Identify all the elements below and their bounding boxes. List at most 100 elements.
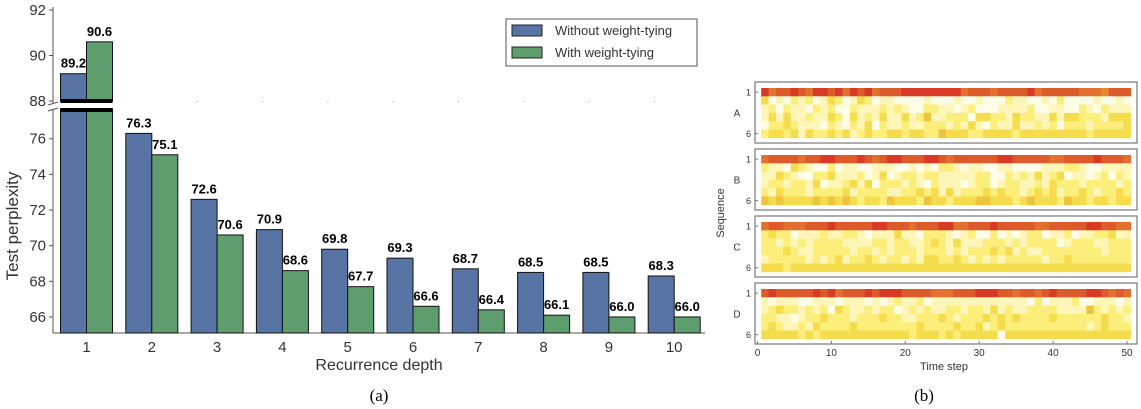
heatmap-panel-c: 1 6C <box>733 215 1138 278</box>
heatmap-cell <box>872 112 880 122</box>
heatmap-cell <box>835 188 843 197</box>
bar-lower-segment <box>86 108 113 334</box>
heatmap-cell <box>997 121 1006 130</box>
heatmap-cell <box>1012 246 1021 256</box>
heatmap-cell <box>1115 96 1124 105</box>
heatmap-cell <box>931 179 939 189</box>
heatmap-cell <box>990 289 999 298</box>
heatmap-cell <box>1071 289 1080 298</box>
heatmap-cell <box>997 313 1006 323</box>
heatmap-cell <box>1049 112 1058 122</box>
heatmap-cell <box>1056 112 1065 122</box>
heatmap-cell <box>1123 230 1132 239</box>
heatmap-cell <box>805 330 814 340</box>
heatmap-cell <box>886 129 895 139</box>
heatmap-cell <box>1086 238 1095 248</box>
heatmap-cell <box>960 255 969 264</box>
heatmap-cell <box>1086 121 1095 130</box>
heatmap-cell <box>968 322 976 331</box>
heatmap-cell <box>1042 171 1050 181</box>
heatmap-cell <box>1108 104 1117 114</box>
heatmap-cell <box>1108 297 1117 306</box>
heatmap-cell <box>1115 263 1124 273</box>
heatmap-cell <box>909 104 917 114</box>
heatmap-cell <box>820 305 829 315</box>
heatmap-cell <box>909 96 917 105</box>
heatmap-cell <box>1123 297 1132 306</box>
heatmap-cell <box>835 313 843 323</box>
heatmap-cell <box>1086 112 1095 122</box>
y-tick-label: 70 <box>29 238 46 255</box>
heatmap-cell <box>805 289 814 298</box>
heatmap-cell <box>798 155 806 164</box>
heatmap-cell <box>768 88 777 97</box>
heatmap-cell <box>894 155 903 164</box>
heatmap-cell <box>960 246 969 256</box>
panel-caption-a: (a) <box>370 386 389 405</box>
heatmap-cell <box>1019 238 1028 248</box>
heatmap-cell <box>864 330 873 340</box>
heatmap-cell <box>968 313 976 323</box>
heatmap-cell <box>1034 155 1043 164</box>
heatmap-cell <box>931 238 939 248</box>
x-tick-label: 5 <box>344 339 352 356</box>
heatmap-cell <box>923 179 932 189</box>
heatmap-cell <box>909 330 917 340</box>
heatmap-cell <box>768 171 777 181</box>
heatmap-panel-d: 1 6D <box>733 282 1138 345</box>
heatmap-cell <box>1005 289 1013 298</box>
heatmap-cell <box>761 188 769 197</box>
heatmap-cell <box>953 112 962 122</box>
heatmap-cell <box>931 322 939 331</box>
heatmap-cell <box>827 171 836 181</box>
heatmap-cell <box>1108 255 1117 264</box>
heatmap-cell <box>1005 196 1013 206</box>
heatmap-cell <box>886 255 895 264</box>
heatmap-cell <box>1049 255 1058 264</box>
heatmap-cell <box>945 238 954 248</box>
heatmap-cell <box>960 163 969 172</box>
heatmap-cell <box>960 112 969 122</box>
heatmap-cell <box>990 313 999 323</box>
heatmap-cell <box>879 263 888 273</box>
heatmap-cell <box>775 263 784 273</box>
heatmap-cell <box>1123 188 1132 197</box>
heatmap-cell <box>820 313 829 323</box>
heatmap-cell <box>1034 112 1043 122</box>
heatmap-cell <box>1071 330 1080 340</box>
bar <box>543 314 571 334</box>
heatmap-cell <box>1108 238 1117 248</box>
heatmap-cell <box>827 238 836 248</box>
heatmap-cell <box>835 96 843 105</box>
heatmap-cell <box>1049 263 1058 273</box>
heatmap-cell <box>923 297 932 306</box>
heatmap-cell <box>975 289 984 298</box>
heatmap-cell <box>990 188 999 197</box>
heatmap-cell <box>938 179 947 189</box>
heatmap-cell <box>916 196 925 206</box>
heatmap-cell <box>1042 222 1050 231</box>
bar <box>255 229 283 334</box>
heatmap-cell <box>1049 129 1058 139</box>
heatmap-cell <box>775 163 784 172</box>
heatmap-cell <box>953 246 962 256</box>
heatmap-cell <box>923 96 932 105</box>
heatmap-cell <box>1071 263 1080 273</box>
heatmap-cell <box>761 88 769 97</box>
heatmap-cell <box>1064 155 1072 164</box>
heatmap-cell <box>997 112 1006 122</box>
heatmap-cell <box>1115 246 1124 256</box>
bar-value-label: 68.5 <box>583 254 608 269</box>
heatmap-cell <box>1078 289 1087 298</box>
heatmap-cell <box>990 112 999 122</box>
heatmap-cell <box>1108 313 1117 323</box>
heatmap-cell <box>827 112 836 122</box>
heatmap-cell <box>1049 246 1058 256</box>
bar-break-cap <box>60 99 87 103</box>
heatmap-cell <box>960 129 969 139</box>
heatmap-cell <box>857 238 866 248</box>
heatmap-cell <box>894 129 903 139</box>
heatmap-cell <box>783 121 792 130</box>
heatmap-cell <box>1093 88 1102 97</box>
bar-value-label: 66.1 <box>544 297 569 312</box>
